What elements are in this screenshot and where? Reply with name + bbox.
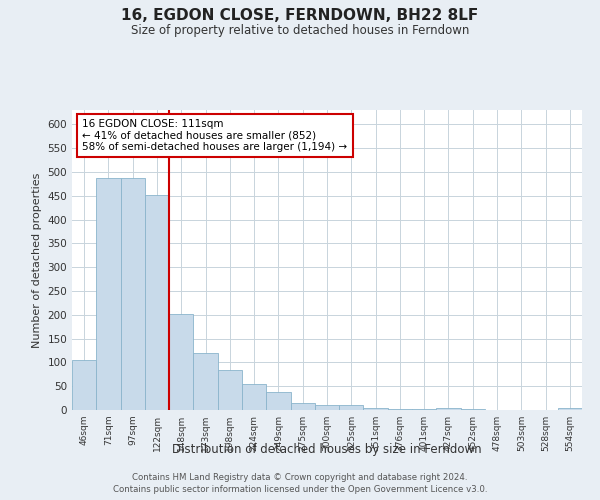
Bar xyxy=(169,314,193,410)
Bar xyxy=(96,178,121,410)
Bar xyxy=(193,353,218,410)
Y-axis label: Number of detached properties: Number of detached properties xyxy=(32,172,42,348)
Bar xyxy=(436,408,461,410)
Text: Contains public sector information licensed under the Open Government Licence v3: Contains public sector information licen… xyxy=(113,485,487,494)
Bar xyxy=(218,370,242,410)
Text: Contains HM Land Registry data © Crown copyright and database right 2024.: Contains HM Land Registry data © Crown c… xyxy=(132,472,468,482)
Text: Size of property relative to detached houses in Ferndown: Size of property relative to detached ho… xyxy=(131,24,469,37)
Bar xyxy=(388,409,412,410)
Bar xyxy=(72,360,96,410)
Bar xyxy=(412,409,436,410)
Bar xyxy=(364,408,388,410)
Bar xyxy=(339,405,364,410)
Bar xyxy=(145,195,169,410)
Bar xyxy=(266,392,290,410)
Bar xyxy=(461,409,485,410)
Text: Distribution of detached houses by size in Ferndown: Distribution of detached houses by size … xyxy=(172,442,482,456)
Text: 16 EGDON CLOSE: 111sqm
← 41% of detached houses are smaller (852)
58% of semi-de: 16 EGDON CLOSE: 111sqm ← 41% of detached… xyxy=(82,119,347,152)
Bar xyxy=(242,384,266,410)
Bar xyxy=(558,408,582,410)
Bar xyxy=(315,405,339,410)
Text: 16, EGDON CLOSE, FERNDOWN, BH22 8LF: 16, EGDON CLOSE, FERNDOWN, BH22 8LF xyxy=(121,8,479,22)
Bar xyxy=(290,403,315,410)
Bar xyxy=(121,178,145,410)
